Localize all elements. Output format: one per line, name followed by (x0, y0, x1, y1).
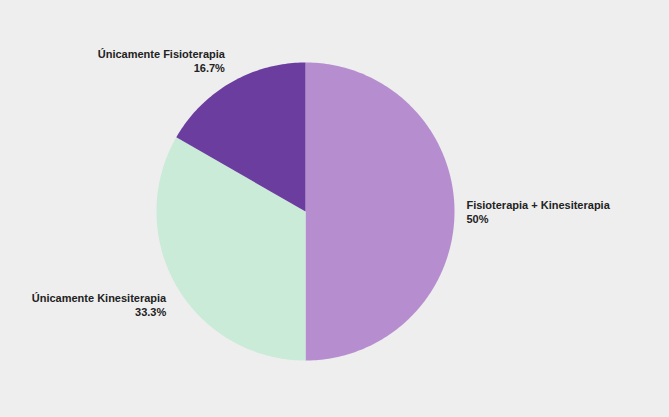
svg-text:Únicamente Kinesiterapia33.3%: Únicamente Kinesiterapia33.3% (32, 292, 167, 318)
svg-text:Fisioterapia + Kinesiterapia50: Fisioterapia + Kinesiterapia50% (466, 199, 610, 225)
svg-text:Únicamente Fisioterapia16.7%: Únicamente Fisioterapia16.7% (98, 48, 226, 74)
